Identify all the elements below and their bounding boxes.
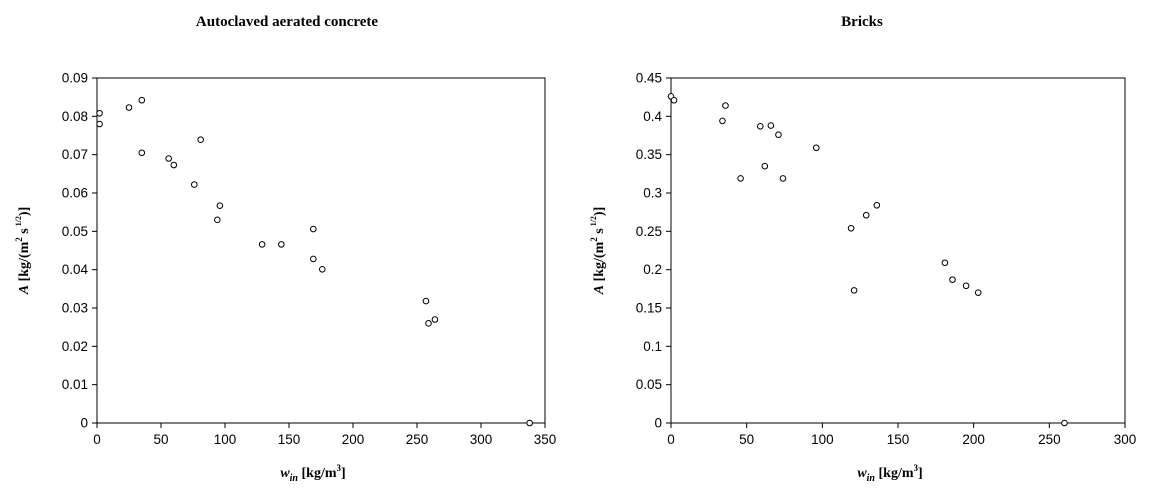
data-point	[278, 241, 285, 248]
x-tick-label: 50	[739, 432, 754, 447]
y-tick-label: 0.07	[62, 147, 88, 162]
x-tick-label: 250	[406, 432, 429, 447]
x-axis-label: win [kg/m3]	[857, 463, 922, 484]
data-point	[422, 297, 430, 305]
data-point	[767, 122, 775, 129]
data-point	[941, 259, 949, 267]
data-point	[138, 149, 146, 157]
data-point	[847, 224, 855, 232]
data-point	[96, 120, 103, 128]
y-tick-label: 0.2	[643, 262, 662, 277]
data-point	[318, 265, 326, 273]
data-point	[779, 175, 787, 182]
y-tick-label: 0.1	[643, 339, 662, 354]
chart-title: Bricks	[841, 14, 883, 30]
data-point	[949, 276, 956, 283]
data-point	[862, 211, 870, 219]
bricks-chart-panel: Bricks 0 0.05 0.1 0.15 0.2 0.25 0.3 0.35 0.4 0.45…	[575, 0, 1149, 498]
aac-scatter-plot: 0 0.01 0.02 0.03 0.04 0.05 0.06 0.07 0.08 0.09 0 50…	[14, 71, 557, 485]
y-axis-label: A [kg/(m2 s 1/2)]	[14, 207, 32, 296]
chart-title: Autoclaved aerated concrete	[195, 14, 379, 30]
y-tick-label: 0.35	[636, 147, 662, 162]
y-tick-label: 0	[80, 416, 88, 431]
data-point	[670, 96, 678, 104]
data-point	[197, 136, 204, 144]
data-point	[756, 123, 764, 130]
y-tick-label: 0.15	[636, 301, 662, 316]
data-point	[962, 282, 970, 290]
data-point	[125, 104, 133, 111]
data-point	[974, 289, 982, 296]
y-tick-label: 0.05	[62, 224, 88, 239]
x-tick-label: 300	[1114, 432, 1137, 447]
y-tick-label: 0.04	[62, 262, 89, 277]
data-point	[812, 144, 820, 152]
x-tick-label: 0	[667, 432, 675, 447]
y-tick-label: 0	[654, 416, 662, 431]
x-tick-label: 50	[153, 432, 168, 447]
y-tick-label: 0.09	[62, 71, 88, 86]
data-point	[722, 102, 729, 109]
data-point	[138, 96, 146, 104]
data-point	[425, 320, 432, 327]
x-tick-label: 100	[214, 432, 237, 447]
data-point	[431, 316, 439, 323]
x-tick-label: 150	[278, 432, 301, 447]
x-tick-label: 350	[534, 432, 557, 447]
data-point	[850, 287, 858, 294]
data-point	[165, 155, 172, 162]
y-tick-label: 0.08	[62, 109, 88, 124]
y-tick-label: 0.4	[643, 109, 662, 124]
data-point	[216, 202, 224, 209]
data-point	[737, 175, 744, 182]
x-tick-label: 150	[887, 432, 910, 447]
x-tick-label: 100	[811, 432, 834, 447]
data-point	[719, 117, 726, 125]
data-point	[775, 131, 782, 139]
data-point	[258, 241, 266, 248]
data-point	[190, 181, 198, 188]
y-tick-label: 0.05	[636, 377, 662, 392]
y-tick-label: 0.03	[62, 301, 88, 316]
data-point	[1061, 419, 1068, 427]
data-point	[170, 161, 178, 169]
data-point	[310, 225, 317, 233]
data-point	[214, 216, 221, 224]
data-point	[873, 201, 881, 209]
y-axis-label: A [kg/(m2 s 1/2)]	[589, 207, 607, 296]
y-tick-label: 0.3	[643, 186, 662, 201]
x-tick-label: 200	[342, 432, 365, 447]
x-axis-label: win [kg/m3]	[280, 463, 345, 484]
aac-chart-panel: Autoclaved aerated concrete 0 0.01 0.02 0.0…	[0, 0, 574, 498]
y-tick-label: 0.01	[62, 377, 88, 392]
x-tick-label: 0	[93, 432, 101, 447]
plot-frame	[670, 77, 1126, 424]
x-tick-label: 250	[1038, 432, 1061, 447]
y-tick-label: 0.25	[636, 224, 662, 239]
y-tick-label: 0.02	[62, 339, 88, 354]
x-tick-label: 200	[962, 432, 985, 447]
y-tick-label: 0.06	[62, 186, 88, 201]
data-point	[310, 255, 317, 263]
plot-frame	[96, 77, 546, 424]
bricks-scatter-plot: 0 0.05 0.1 0.15 0.2 0.25 0.3 0.35 0.4 0.45 0 50 100 1…	[589, 71, 1137, 485]
data-point	[96, 109, 103, 117]
data-point	[526, 419, 533, 427]
data-point	[761, 162, 769, 170]
y-tick-label: 0.45	[636, 71, 662, 86]
x-tick-label: 300	[470, 432, 493, 447]
